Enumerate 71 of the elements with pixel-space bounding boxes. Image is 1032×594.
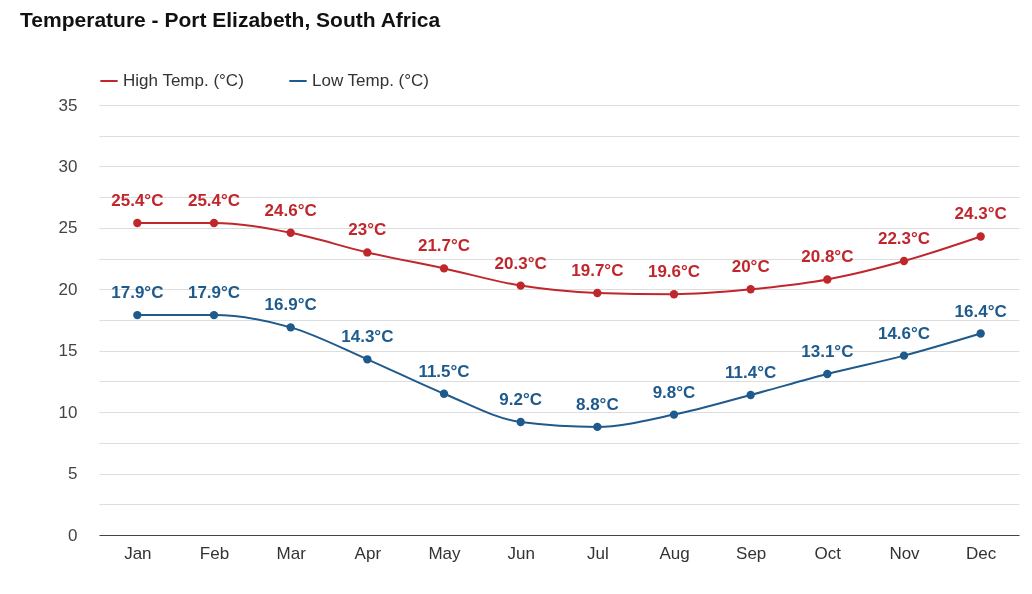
- x-tick-label: Jan: [124, 543, 152, 563]
- data-label: 17.9°C: [111, 283, 164, 303]
- point: [669, 290, 679, 299]
- data-label: 23°C: [348, 220, 387, 240]
- data-label: 21.7°C: [417, 236, 471, 256]
- data-label: 17.9°C: [187, 283, 241, 303]
- x-tick-label: Apr: [354, 543, 382, 563]
- data-label: 20.3°C: [494, 253, 547, 273]
- point: [209, 310, 219, 320]
- x-tick-label: Nov: [889, 543, 921, 563]
- x-tick-label: Mar: [276, 543, 307, 563]
- data-label: 20.8°C: [801, 247, 854, 267]
- point: [286, 228, 295, 237]
- data-label: 19.7°C: [571, 260, 624, 280]
- data-label: 25.4°C: [111, 190, 164, 210]
- point: [516, 417, 525, 427]
- point: [899, 256, 909, 266]
- data-label: 24.3°C: [954, 204, 1007, 224]
- point: [133, 218, 142, 228]
- data-label: 16.4°C: [954, 301, 1007, 321]
- data-label: 22.3°C: [877, 229, 931, 249]
- data-label: 25.4°C: [187, 190, 241, 210]
- data-label: 19.6°C: [647, 262, 701, 282]
- point: [516, 281, 525, 290]
- data-label: 24.6°C: [264, 200, 317, 220]
- y-tick-label: 20: [58, 279, 78, 299]
- y-tick-label: 35: [58, 95, 78, 115]
- y-tick-label: 25: [58, 218, 78, 238]
- point: [439, 264, 449, 273]
- point: [209, 218, 219, 228]
- point: [899, 351, 909, 360]
- x-tick-label: Aug: [659, 543, 690, 563]
- x-tick-label: Sep: [736, 543, 767, 563]
- x-tick-label: May: [428, 543, 462, 563]
- point: [823, 369, 832, 379]
- data-label: 13.1°C: [801, 342, 854, 362]
- x-tick-label: Feb: [199, 543, 230, 563]
- data-label: 8.8°C: [575, 394, 619, 414]
- y-tick-label: 10: [58, 402, 78, 422]
- point: [746, 285, 755, 294]
- y-tick-label: 5: [68, 464, 78, 484]
- point: [669, 410, 679, 419]
- point: [593, 422, 602, 432]
- point: [746, 390, 755, 400]
- point: [133, 310, 142, 320]
- point: [439, 389, 449, 398]
- x-tick-label: Jun: [507, 543, 535, 563]
- point: [286, 323, 295, 332]
- point: [976, 232, 985, 241]
- y-tick-label: 30: [58, 156, 78, 176]
- data-label: 9.8°C: [652, 382, 696, 402]
- data-label: 16.9°C: [264, 295, 317, 315]
- data-label: 11.5°C: [418, 361, 470, 381]
- y-tick-label: 15: [58, 341, 78, 361]
- x-tick-label: Oct: [814, 543, 842, 563]
- point: [976, 329, 985, 338]
- data-label: 14.3°C: [341, 327, 394, 347]
- point: [363, 355, 372, 364]
- data-label: 9.2°C: [499, 389, 543, 409]
- x-tick-label: Dec: [966, 543, 997, 563]
- point: [593, 288, 602, 298]
- legend-label: High Temp. (°C): [123, 71, 244, 90]
- data-label: 14.6°C: [877, 323, 931, 343]
- y-tick-label: 0: [68, 525, 78, 545]
- data-label: 11.4°C: [725, 362, 777, 382]
- x-tick-label: Jul: [586, 543, 609, 563]
- chart-title: Temperature - Port Elizabeth, South Africa: [20, 8, 441, 31]
- point: [363, 248, 372, 257]
- data-label: 20°C: [731, 257, 770, 277]
- legend-label: Low Temp. (°C): [312, 71, 430, 90]
- point: [823, 275, 832, 284]
